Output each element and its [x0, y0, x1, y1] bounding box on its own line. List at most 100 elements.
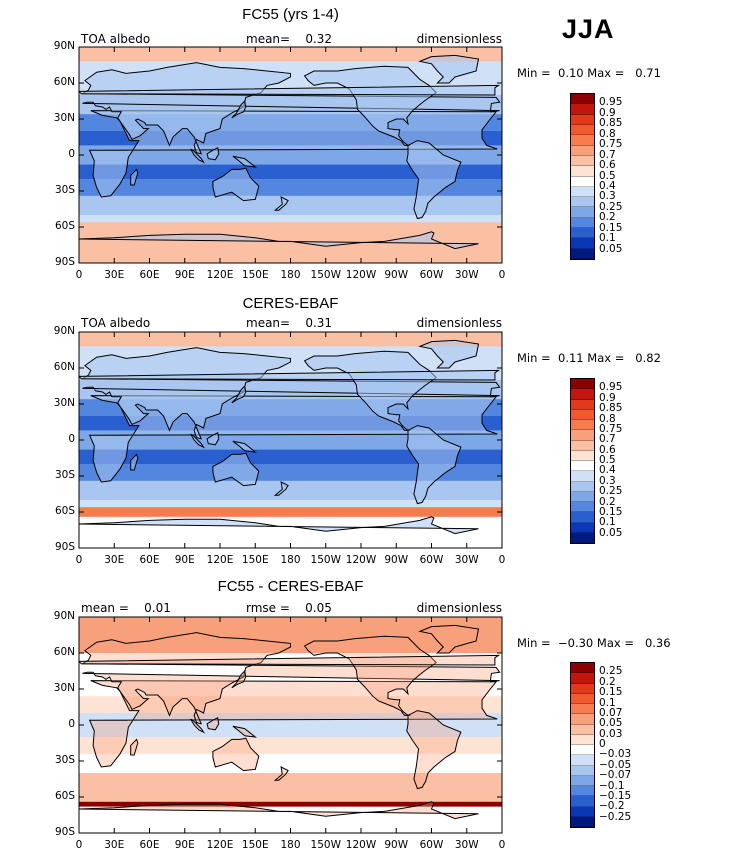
field-band [79, 157, 502, 161]
field-band [79, 715, 502, 719]
field-band [79, 59, 502, 62]
colorbar-swatch [571, 176, 594, 187]
lat-tick-label: 30N [53, 397, 75, 409]
coastline [79, 516, 479, 535]
colorbar-swatch [571, 197, 594, 208]
lon-tick-label: 150E [241, 269, 269, 281]
field-band [79, 155, 502, 158]
colorbar-label: 0.25 [599, 200, 623, 213]
field-band [79, 210, 502, 214]
lon-tick-label: 30E [104, 554, 125, 566]
coastline [303, 350, 437, 431]
field-band [79, 133, 502, 137]
colorbar-label: 0.3 [599, 474, 616, 487]
lat-tick-label: 90N [53, 40, 75, 52]
field-band [79, 456, 502, 460]
field-band [79, 823, 502, 827]
field-band [79, 99, 502, 103]
lon-tick-label: 60E [139, 269, 160, 281]
colorbar-label: 0.1 [599, 516, 616, 529]
colorbar-swatch [571, 450, 594, 461]
field-band [79, 363, 502, 367]
field-band [79, 203, 502, 206]
field-band [79, 677, 502, 680]
field-band [79, 444, 502, 448]
field-band [79, 348, 502, 352]
field-band [79, 509, 502, 513]
field-band [79, 471, 502, 475]
colorbar-swatch [571, 186, 594, 198]
panel-title: FC55 (yrs 1-4) [242, 6, 339, 23]
field-band [79, 423, 502, 427]
field-band [79, 497, 502, 501]
field-band [79, 188, 502, 192]
colorbar-swatch [571, 461, 594, 472]
lon-tick-label: 150W [310, 839, 341, 851]
field-band [79, 246, 502, 250]
field-band [79, 775, 502, 779]
field-band [79, 241, 502, 245]
field-band [79, 87, 502, 91]
field-band [79, 159, 502, 163]
field-band [79, 174, 502, 178]
coastline [406, 140, 462, 220]
field-band [79, 217, 502, 221]
field-band [79, 78, 502, 82]
field-band [79, 657, 502, 661]
field-band [79, 215, 502, 218]
colorbar-label: 0.4 [599, 464, 616, 477]
season-label: JJA [562, 14, 615, 44]
field-band [79, 502, 502, 506]
field-band [79, 49, 502, 53]
panel-units-label: dimensionless [416, 32, 502, 46]
min-max-readout: Min = 0.10 Max = 0.71 [517, 66, 661, 80]
lon-tick-label: 60W [419, 839, 444, 851]
colorbar-label: 0.7 [599, 148, 616, 161]
coastline [212, 167, 260, 202]
coastline [79, 369, 501, 381]
field-band [79, 95, 502, 98]
field-band [79, 710, 502, 714]
field-band [79, 104, 502, 108]
field-band [79, 821, 502, 824]
colorbar-swatch [571, 693, 594, 704]
colorbar-label: 0 [599, 738, 606, 750]
colorbar-swatch [571, 248, 594, 259]
field-band [79, 468, 502, 472]
field-band [79, 392, 502, 395]
field-band [79, 205, 502, 209]
lon-tick-label: 60E [139, 839, 160, 851]
field-band [79, 63, 502, 67]
field-band [79, 770, 502, 774]
field-band [79, 729, 502, 733]
field-band [79, 789, 502, 793]
field-band [79, 248, 502, 252]
coastline [79, 654, 501, 666]
field-band [79, 116, 502, 120]
field-band [79, 744, 502, 748]
colorbar-swatch [571, 399, 594, 410]
field-band [79, 538, 502, 542]
field-band [79, 61, 502, 65]
panel-units-label: dimensionless [416, 316, 502, 330]
colorbar-swatch [571, 796, 594, 807]
coastline [80, 347, 501, 440]
colorbar-swatch [571, 228, 594, 239]
min-max-readout: Min = −0.30 Max = 0.36 [517, 636, 671, 650]
coastline [88, 680, 498, 768]
colorbar-label: −0.05 [599, 758, 632, 771]
min-max-readout: Min = 0.11 Max = 0.82 [517, 351, 661, 365]
field-band [79, 253, 502, 257]
field-band [79, 528, 502, 532]
field-band [79, 705, 502, 709]
colorbar-label: 0.3 [599, 190, 616, 203]
lon-tick-label: 180 [280, 269, 301, 281]
field-band [79, 825, 502, 829]
colorbar-swatch [571, 481, 594, 492]
colorbar-swatch [571, 734, 594, 745]
field-band [79, 785, 502, 788]
field-band [79, 801, 502, 805]
field-band [79, 251, 502, 254]
field-band [79, 531, 502, 535]
panel-left-label: mean = 0.01 [81, 601, 171, 615]
